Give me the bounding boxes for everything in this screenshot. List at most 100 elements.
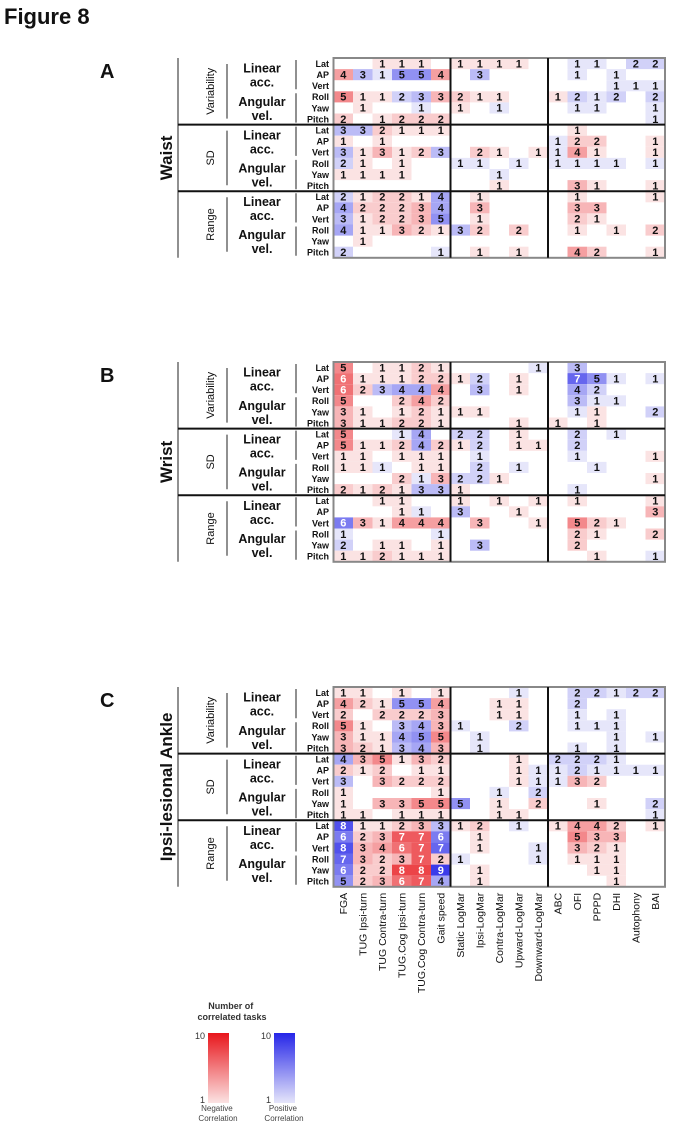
cell-c-2-8: 1 [489,709,509,722]
cell-fill [567,720,587,732]
cell-fill [333,798,353,810]
cell-a-17-13: 2 [587,246,607,259]
cell-value: 6 [340,385,346,397]
cell-b-9-13: 1 [587,461,607,474]
cell-fill [353,439,373,451]
cell-value: 1 [379,169,385,181]
cell-fill [333,764,353,776]
cell-value: 1 [399,362,405,374]
cell-value: 2 [574,429,580,441]
cell-fill [450,439,470,451]
cell-b-5-1: 1 [353,417,373,430]
cell-value: 3 [360,754,366,766]
legend-max-label-pos: 10 [261,1031,271,1041]
cell-fill [645,224,665,236]
cell-fill [333,831,353,843]
cell-b-2-3: 4 [392,384,412,397]
cell-fill [392,384,412,396]
cell-value: 1 [574,484,580,496]
cell-a-15-0: 4 [333,224,353,237]
cell-value: 1 [340,809,346,821]
axis-label-roll: Roll [312,92,329,102]
cell-fill [645,764,665,776]
cell-a-3-5: 3 [431,91,451,104]
cell-value: 1 [379,743,385,755]
cell-c-15-12: 1 [567,853,587,866]
cell-a-17-7: 1 [470,246,490,259]
cell-fill [567,373,587,385]
negative-colorbar [208,1033,229,1103]
cell-c-12-5: 3 [431,820,451,833]
cell-value: 1 [360,192,366,204]
cell-c-7-5: 1 [431,764,451,777]
cell-fill [567,91,587,103]
cell-fill [333,731,353,743]
cell-value: 3 [477,69,483,81]
cell-value: 1 [594,396,600,408]
column-label-fga: FGA [338,893,350,915]
cell-c-8-10: 1 [528,775,548,788]
cell-c-14-7: 1 [470,842,490,855]
cell-fill [587,753,607,765]
cell-value: 1 [457,58,463,70]
cell-value: 2 [399,440,405,452]
subgroup-label-line: vel. [252,546,273,560]
cell-fill [333,428,353,440]
cell-fill [587,417,607,429]
cell-fill [353,202,373,214]
cell-b-10-16: 1 [645,473,665,485]
cell-value: 1 [399,754,405,766]
cell-a-3-13: 1 [587,91,607,104]
cell-fill [587,550,607,562]
cell-value: 1 [574,407,580,419]
cell-fill [528,517,548,529]
cell-value: 1 [340,687,346,699]
cell-a-0-16: 2 [645,58,665,70]
cell-value: 4 [418,743,425,755]
cell-fill [333,853,353,865]
cell-c-3-9: 2 [509,720,529,733]
cell-fill [606,742,626,754]
cell-value: 1 [652,496,658,508]
legend: Number of correlated tasks 10 1 10 1 Neg… [195,1001,304,1123]
cell-b-4-12: 1 [567,406,587,419]
cell-fill [587,373,607,385]
cell-value: 1 [418,103,424,115]
cell-fill [411,742,431,754]
cell-c-11-8: 1 [489,809,509,821]
cell-fill [372,875,392,887]
cell-value: 1 [594,147,600,159]
cell-fill [411,202,431,214]
cell-value: 1 [360,462,366,474]
cell-c-10-5: 5 [431,798,451,810]
cell-a-1-5: 4 [431,69,451,81]
cell-value: 1 [360,765,366,777]
cell-c-8-9: 1 [509,775,529,788]
cell-a-8-16: 1 [645,146,665,159]
cell-a-7-12: 2 [567,135,587,148]
cell-fill [333,395,353,407]
cell-value: 5 [594,373,600,385]
cell-value: 1 [340,136,346,148]
cell-value: 2 [399,192,405,204]
cell-a-1-4: 5 [411,69,431,81]
cell-fill [353,406,373,418]
cell-c-3-13: 1 [587,720,607,733]
cell-b-5-5: 1 [431,417,451,430]
cell-c-7-16: 1 [645,764,665,777]
cell-value: 2 [652,529,658,541]
cell-b-7-12: 2 [567,439,587,452]
cell-value: 1 [418,58,424,70]
cell-c-17-2: 3 [372,875,392,888]
cell-value: 2 [438,754,444,766]
legend-title: Number of correlated tasks [197,1001,266,1022]
axis-label-ap: AP [316,507,329,517]
cell-value: 1 [594,721,600,733]
cell-fill [411,124,431,136]
cell-c-3-1: 1 [353,720,373,733]
cell-c-15-14: 1 [606,853,626,866]
cell-c-8-5: 2 [431,775,451,788]
cell-a-1-14: 1 [606,69,626,81]
cell-fill [372,550,392,562]
cell-value: 2 [379,125,385,137]
